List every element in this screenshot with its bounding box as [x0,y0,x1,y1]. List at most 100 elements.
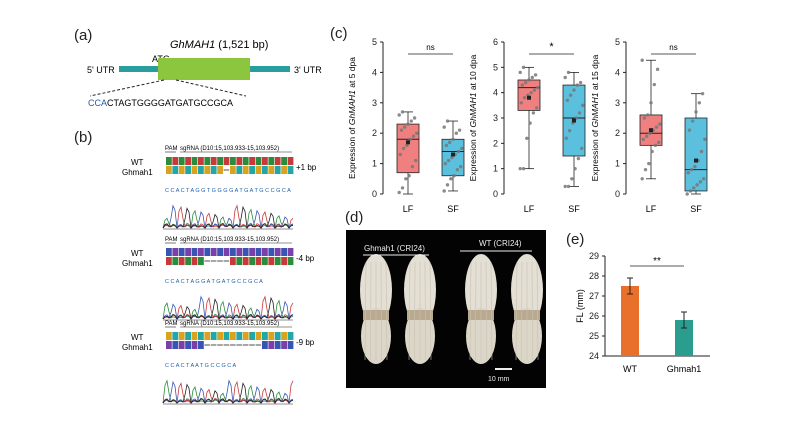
data-point [533,73,538,77]
panel-c: (c) 0 1 2 3 4 5 Expression of GhMAH1 at 5 dpa L… [330,25,708,214]
base-block [191,248,198,256]
x-tick-label: SF [690,204,702,214]
data-point [566,70,571,75]
data-point [652,82,656,87]
base-block [217,248,223,256]
data-point [580,146,584,151]
data-point [530,75,534,80]
fiber-strand [424,261,426,361]
y-tick-label: 26 [589,311,599,321]
base-block [236,166,243,174]
data-point [532,88,537,92]
base-block [185,166,191,174]
data-point [640,58,644,62]
box-body [684,117,708,192]
boxplot-2: 0 1 2 3 4 5 6 Expression of GhMAH1 at 10 dpa LF S… [468,37,586,214]
base-block [274,248,281,256]
data-point [521,166,526,171]
fiber-strand [408,261,411,361]
sgrna-label: sgRNA (D10:15,103.933-15,103.952) [180,237,279,243]
data-point [518,70,522,75]
mean-marker [694,158,698,163]
data-point [536,85,540,90]
data-point [528,121,532,125]
y-axis-label: Expression of GhMAH1 at 15 dpa [590,54,600,181]
x-tick-label: Ghmah1 [667,364,702,374]
data-point [641,137,645,141]
base-block [268,341,275,349]
panel-e: (e) 24 25 26 27 28 29 FL (mm) WT Ghmah1 ** [566,231,710,374]
trace-sequence: C C A C T A G G A T G A T G C C G C A [165,279,263,285]
data-point [565,98,570,102]
base-block [281,166,287,174]
data-point [570,177,574,181]
base-block [191,157,198,165]
base-block [217,157,223,165]
base-block [198,166,204,174]
data-point [695,183,699,187]
wt-label: WT [131,158,144,167]
gene-title: GhMAH1 (1,521 bp) [170,39,268,51]
box-LF [639,58,663,181]
data-point [411,134,416,138]
base-block [210,332,217,340]
base-block [198,248,204,256]
base-block [230,257,236,265]
data-point [563,184,567,189]
mean-marker [572,118,576,123]
data-point [689,167,694,172]
base-block [262,248,268,256]
chromatogram-trace [162,205,294,230]
data-point [412,116,417,120]
base-block [236,332,243,340]
data-point [410,164,415,169]
data-point [649,101,653,105]
base-block [274,157,281,165]
data-point [404,177,408,181]
data-point [454,131,458,135]
fiber-strand [385,261,388,361]
base-block [255,332,262,340]
wt-label: WT [131,333,144,342]
data-point [700,91,705,96]
data-point [686,171,690,175]
data-point [442,189,446,193]
edit-label: +1 bp [296,163,317,172]
data-point [576,156,581,161]
fiber-strand [515,261,518,361]
x-tick-label: LF [524,204,535,214]
base-block [262,157,268,165]
data-point [397,113,401,117]
zoom-line-right [175,79,247,97]
base-block [166,257,172,265]
data-point [566,184,571,189]
panel-e-label: (e) [566,231,584,248]
y-tick-label: 25 [589,331,599,341]
data-point [451,137,455,141]
panel-a: (a) GhMAH1 (1,521 bp) ATG 5' UTR 3' UTR … [74,27,322,108]
base-block [210,166,217,174]
base-block [204,157,211,165]
data-point [653,143,658,148]
wt-photo-label: WT (CRI24) [479,239,522,248]
pam-label: PAM [165,146,178,152]
fiber-bundle [511,254,543,364]
data-point [398,152,402,157]
data-point [403,125,407,129]
base-block [268,248,275,256]
fiber-length-chart: 24 25 26 27 28 29 FL (mm) WT Ghmah1 ** [575,251,710,374]
fiber-strand [380,261,382,361]
fiber-strand [531,261,533,361]
y-tick-label: 3 [493,113,498,123]
base-block [191,332,198,340]
data-point [449,177,453,181]
base-block [178,332,185,340]
data-point [564,136,568,140]
base-block [185,248,191,256]
base-block [255,166,262,174]
data-point [575,83,579,87]
base-block [166,157,172,165]
data-point [448,140,452,145]
chromatogram-trace [162,296,294,321]
